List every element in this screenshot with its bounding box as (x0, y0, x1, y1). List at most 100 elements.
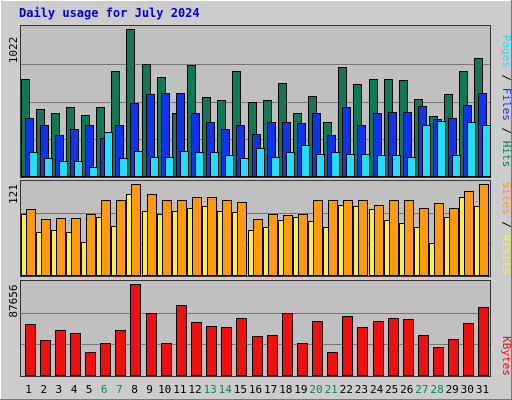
bar-sites-day-2 (41, 219, 51, 276)
bar-sites-day-3 (56, 218, 66, 276)
bar-sites-day-28 (434, 203, 444, 276)
x-axis-day-labels: 1 2 3 4 5 6 7 8 9 10 11 12 13 14 15 16 17 18 19 20 21 22 23 24 2… (25, 383, 489, 396)
bar-pages-day-19 (301, 145, 310, 177)
bar-sites-day-16 (253, 219, 263, 276)
legend-pages: Pages (500, 35, 512, 68)
bar-kbytes-day-27 (418, 335, 429, 376)
x-label-day-8: 8 (131, 383, 138, 396)
x-label-day-27: 27 (415, 383, 428, 396)
x-label-day-26: 26 (400, 383, 413, 396)
bar-kbytes-day-14 (221, 327, 232, 376)
bar-sites-day-25 (389, 200, 399, 276)
x-label-day-13: 13 (203, 383, 216, 396)
bar-pages-day-27 (422, 125, 431, 177)
bar-kbytes-day-11 (176, 305, 187, 376)
bar-sites-day-14 (222, 200, 232, 276)
legend-hits: Hits (500, 141, 512, 168)
bar-kbytes-day-8 (130, 284, 141, 376)
bar-pages-day-30 (467, 122, 476, 177)
x-label-day-24: 24 (370, 383, 384, 396)
x-label-day-31: 31 (476, 383, 489, 396)
bar-pages-day-11 (180, 151, 189, 177)
bar-pages-day-25 (392, 155, 401, 177)
bar-kbytes-day-31 (478, 307, 489, 376)
bar-sites-day-11 (177, 200, 187, 276)
bar-pages-day-4 (74, 161, 83, 177)
bar-kbytes-day-1 (25, 324, 36, 376)
bar-sites-day-30 (464, 191, 474, 276)
bar-sites-day-12 (192, 197, 202, 276)
bar-pages-day-16 (256, 148, 265, 177)
bar-kbytes-day-20 (312, 321, 323, 376)
bar-kbytes-day-6 (100, 343, 111, 376)
bar-kbytes-day-30 (463, 323, 474, 376)
bar-kbytes-day-19 (297, 343, 308, 376)
bar-pages-day-17 (271, 157, 280, 177)
bar-sites-day-7 (116, 200, 126, 276)
bar-kbytes-day-28 (433, 347, 444, 376)
bar-sites-day-8 (131, 184, 141, 276)
bar-sites-day-15 (237, 202, 247, 276)
x-label-day-20: 20 (309, 383, 322, 396)
legend-sites: Sites (500, 182, 512, 215)
bar-pages-day-31 (482, 125, 491, 177)
x-label-day-18: 18 (279, 383, 292, 396)
legend-pages-files-hits: Pages / Files / Hits (500, 35, 512, 168)
bar-kbytes-day-25 (388, 318, 399, 376)
y-max-label-kbytes: 87656 (7, 284, 20, 317)
legend-kbytes-label: KBytes (500, 336, 512, 376)
bar-kbytes-day-26 (403, 319, 414, 376)
kbytes-bars (25, 284, 489, 376)
x-label-day-22: 22 (340, 383, 353, 396)
legend-separator-3: / (500, 215, 512, 235)
bar-sites-day-24 (374, 205, 384, 276)
bar-pages-day-21 (331, 152, 340, 177)
bar-pages-day-13 (210, 152, 219, 177)
x-label-day-16: 16 (249, 383, 262, 396)
x-label-day-1: 1 (25, 383, 32, 396)
x-label-day-4: 4 (71, 383, 78, 396)
bar-sites-day-21 (328, 200, 338, 276)
bar-kbytes-day-16 (252, 336, 263, 376)
x-label-day-30: 30 (461, 383, 474, 396)
bar-kbytes-day-13 (206, 326, 217, 376)
bar-kbytes-day-23 (357, 327, 368, 376)
bar-sites-day-17 (268, 214, 278, 276)
bar-pages-day-22 (346, 154, 355, 177)
bar-kbytes-day-10 (161, 343, 172, 376)
bar-pages-day-9 (150, 157, 159, 177)
bar-pages-day-5 (89, 167, 98, 177)
bar-kbytes-day-22 (342, 316, 353, 376)
bar-pages-day-2 (44, 158, 53, 177)
x-label-day-14: 14 (219, 383, 233, 396)
x-label-day-9: 9 (146, 383, 153, 396)
bar-pages-day-12 (195, 152, 204, 177)
x-label-day-21: 21 (325, 383, 338, 396)
x-label-day-19: 19 (294, 383, 307, 396)
bar-sites-day-22 (343, 200, 353, 276)
bar-kbytes-day-18 (282, 313, 293, 376)
sites-visits-bars (21, 184, 489, 276)
legend-files: Files (500, 88, 512, 121)
legend-separator-2: / (500, 121, 512, 141)
x-label-day-12: 12 (188, 383, 201, 396)
bar-sites-day-19 (298, 214, 308, 276)
bar-sites-day-5 (86, 214, 96, 276)
bar-pages-day-14 (225, 155, 234, 177)
bar-pages-day-29 (452, 155, 461, 177)
bar-sites-day-31 (479, 184, 489, 276)
bar-kbytes-day-29 (448, 339, 459, 376)
bar-kbytes-day-24 (373, 321, 384, 376)
bar-sites-day-13 (207, 197, 217, 276)
legend-visits: Visits (500, 235, 512, 275)
x-label-day-2: 2 (40, 383, 47, 396)
bar-pages-day-7 (119, 158, 128, 177)
bar-kbytes-day-5 (85, 352, 96, 376)
y-max-label-sites: 121 (7, 184, 20, 204)
bar-kbytes-day-7 (115, 330, 126, 376)
bar-kbytes-day-21 (327, 352, 338, 376)
bar-kbytes-day-12 (191, 322, 202, 376)
bar-kbytes-day-4 (70, 333, 81, 376)
x-label-day-23: 23 (355, 383, 368, 396)
x-label-day-25: 25 (385, 383, 398, 396)
